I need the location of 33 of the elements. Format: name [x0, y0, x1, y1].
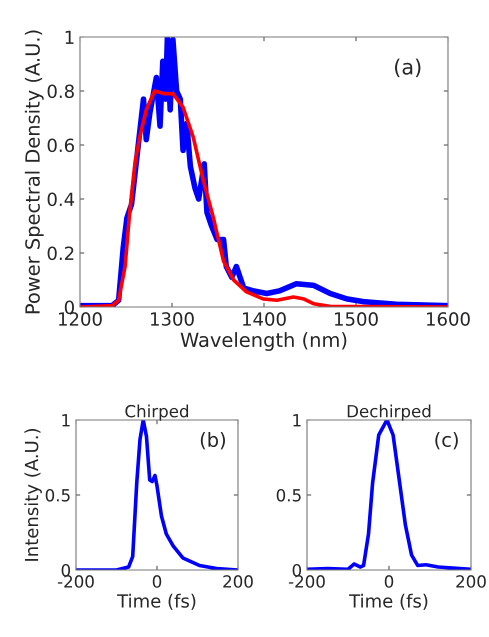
x-tick-label: -200: [288, 575, 325, 588]
y-axis-title: Intensity (A.U.): [24, 428, 42, 561]
x-axis-title: Time (fs): [349, 594, 428, 610]
x-tick-label: 1600: [427, 312, 470, 326]
x-tick-label: -200: [58, 575, 94, 588]
x-tick-label: 0: [152, 575, 162, 588]
x-tick-label: 0: [384, 575, 394, 588]
x-tick-label: 1200: [59, 312, 102, 326]
chart-title: Dechirped: [348, 404, 430, 421]
chart-title: Chirped: [125, 404, 188, 421]
x-axis-title: Time (fs): [117, 594, 196, 610]
line-series: [76, 420, 238, 570]
y-tick-label: 0.6: [48, 138, 74, 152]
annotation: (a): [395, 58, 420, 78]
x-tick-label: 200: [456, 575, 486, 588]
annotation: (b): [200, 432, 225, 450]
y-tick-label: 0: [64, 300, 74, 314]
y-tick-label: 0.5: [46, 488, 70, 502]
annotation: (c): [435, 432, 458, 450]
line-series: [307, 420, 471, 570]
x-axis-title: Wavelength (nm): [180, 332, 346, 351]
x-tick-label: 1500: [335, 312, 378, 326]
y-tick-label: 1: [66, 30, 74, 44]
y-tick-label: 1: [62, 414, 70, 426]
x-tick-label: 200: [223, 575, 253, 588]
y-tick-label: 0.5: [276, 488, 301, 502]
y-tick-label: 0.8: [48, 84, 74, 98]
y-tick-label: 1: [293, 414, 301, 426]
y-tick-label: 0.4: [48, 192, 74, 206]
x-tick-label: 1400: [243, 312, 286, 326]
x-tick-label: 1300: [151, 312, 194, 326]
y-axis-title: Power Spectral Density (A.U.): [24, 30, 44, 314]
y-tick-label: 0.2: [48, 246, 74, 260]
